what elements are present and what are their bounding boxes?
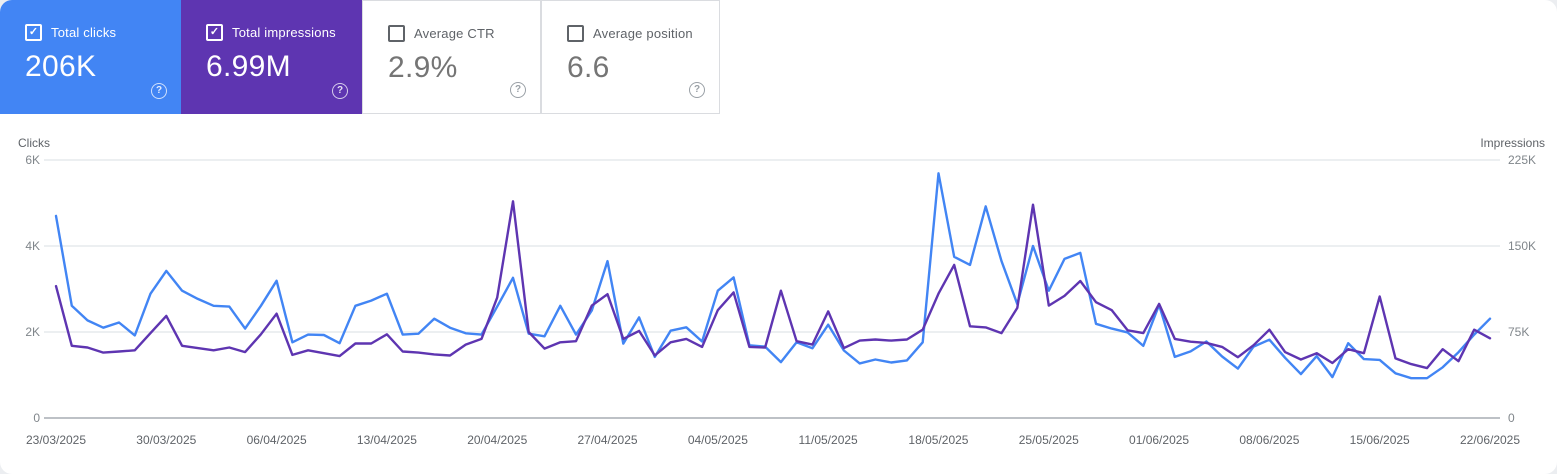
help-question-mark-icon[interactable]: ? xyxy=(151,83,167,99)
metric-card-average-ctr[interactable]: Average CTR 2.9%? xyxy=(362,0,541,114)
x-axis-date-label: 04/05/2025 xyxy=(687,433,748,447)
metric-card-value: 206K xyxy=(25,50,97,83)
x-axis-date-label: 25/05/2025 xyxy=(1018,433,1079,447)
left-axis-tick: 6K xyxy=(25,153,40,167)
x-axis-date-label: 06/04/2025 xyxy=(246,433,307,447)
help-question-mark-icon[interactable]: ? xyxy=(510,82,526,98)
right-axis-title: Impressions xyxy=(1480,136,1545,150)
x-axis-date-label: 15/06/2025 xyxy=(1349,433,1410,447)
checked-checkbox[interactable]: ✓ xyxy=(25,24,42,41)
metric-card-header: Average position xyxy=(567,25,719,42)
x-axis-date-label: 27/04/2025 xyxy=(577,433,638,447)
metric-cards-row: ✓ Total clicks 206K? ✓ Total impressions 6.99… xyxy=(0,0,720,114)
metric-card-value: 2.9% xyxy=(388,51,458,84)
right-axis-tick: 225K xyxy=(1508,153,1537,167)
metric-card-header: Average CTR xyxy=(388,25,540,42)
metric-card-header: ✓ Total clicks xyxy=(25,24,181,41)
x-axis-date-label: 01/06/2025 xyxy=(1129,433,1190,447)
x-axis-date-label: 18/05/2025 xyxy=(908,433,969,447)
left-axis-tick: 0 xyxy=(33,411,40,425)
x-axis-date-label: 23/03/2025 xyxy=(25,433,87,447)
clicks-line[interactable] xyxy=(54,172,1492,380)
metric-card-label: Average position xyxy=(593,26,693,41)
checked-checkbox[interactable]: ✓ xyxy=(206,24,223,41)
metric-card-header: ✓ Total impressions xyxy=(206,24,362,41)
x-axis-date-label: 11/05/2025 xyxy=(798,433,858,447)
left-axis-tick: 4K xyxy=(25,239,40,253)
metric-card-value: 6.99M xyxy=(206,50,291,83)
left-axis-tick: 2K xyxy=(25,325,40,339)
x-axis-date-label: 08/06/2025 xyxy=(1239,433,1300,447)
metric-card-label: Total impressions xyxy=(232,25,336,40)
x-axis-date-label: 20/04/2025 xyxy=(467,433,528,447)
help-question-mark-icon[interactable]: ? xyxy=(689,82,705,98)
right-axis-tick: 0 xyxy=(1508,411,1515,425)
metric-card-total-clicks[interactable]: ✓ Total clicks 206K? xyxy=(0,0,181,114)
right-axis-tick: 150K xyxy=(1508,239,1537,253)
left-axis-title: Clicks xyxy=(18,136,50,150)
metric-card-total-impressions[interactable]: ✓ Total impressions 6.99M? xyxy=(181,0,362,114)
metric-card-label: Average CTR xyxy=(414,26,495,41)
x-axis-date-label: 13/04/2025 xyxy=(356,433,417,447)
help-question-mark-icon[interactable]: ? xyxy=(332,83,348,99)
right-axis-tick: 75K xyxy=(1508,325,1530,339)
impressions-line[interactable] xyxy=(54,200,1492,370)
unchecked-checkbox[interactable] xyxy=(567,25,584,42)
x-axis-date-label: 30/03/2025 xyxy=(136,433,197,447)
metric-card-value: 6.6 xyxy=(567,51,610,84)
metric-card-label: Total clicks xyxy=(51,25,117,40)
x-axis-date-label: 22/06/2025 xyxy=(1459,433,1521,447)
unchecked-checkbox[interactable] xyxy=(388,25,405,42)
metric-card-average-position[interactable]: Average position 6.6? xyxy=(541,0,720,114)
